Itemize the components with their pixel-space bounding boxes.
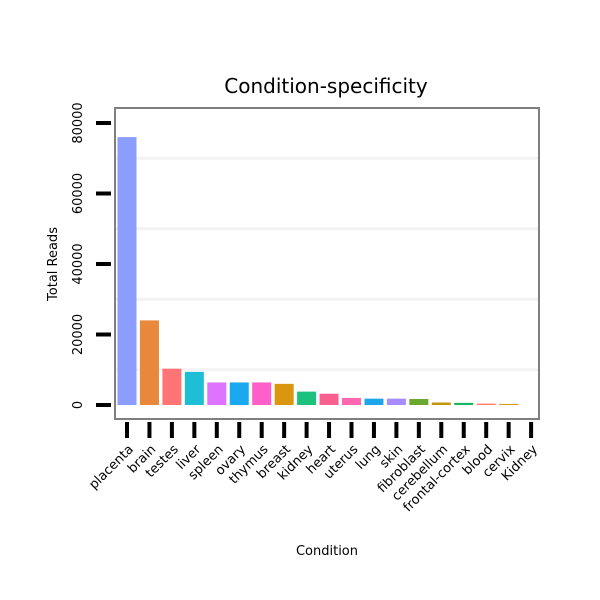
- bar-lung: [364, 398, 384, 405]
- bars: [117, 137, 519, 405]
- bar-uterus: [342, 397, 361, 405]
- y-tick-label: 40000: [71, 243, 86, 284]
- bar-blood: [476, 403, 496, 405]
- bar-thymus: [252, 382, 272, 405]
- y-tick-label: 60000: [71, 173, 86, 214]
- bar-testes: [162, 368, 182, 405]
- bar-kidney: [297, 391, 317, 405]
- bar-heart: [319, 393, 339, 405]
- bar-cervix: [499, 403, 519, 405]
- y-tick-label: 0: [71, 401, 86, 409]
- x-axis: placentabraintestesliverspleenovarythymu…: [86, 422, 541, 515]
- bar-placenta: [117, 137, 137, 405]
- bar-fibroblast: [409, 399, 429, 405]
- chart-title: Condition-specificity: [224, 74, 428, 98]
- grid-lines: [116, 156, 538, 372]
- bar-cerebellum: [431, 402, 451, 405]
- bar-frontal-cortex: [454, 402, 474, 405]
- bar-breast: [274, 383, 294, 405]
- y-axis: 0 20000 40000 60000 80000: [71, 102, 111, 409]
- bar-ovary: [229, 382, 249, 405]
- y-tick-label: 20000: [71, 314, 86, 355]
- plot-panel-border: [114, 107, 540, 420]
- x-axis-label: Condition: [296, 544, 358, 559]
- bar-skin: [386, 398, 406, 405]
- bar-liver: [184, 371, 204, 405]
- y-axis-label: Total Reads: [46, 227, 61, 302]
- bar-brain: [139, 320, 159, 405]
- bar-spleen: [207, 382, 227, 405]
- y-tick-label: 80000: [71, 102, 86, 143]
